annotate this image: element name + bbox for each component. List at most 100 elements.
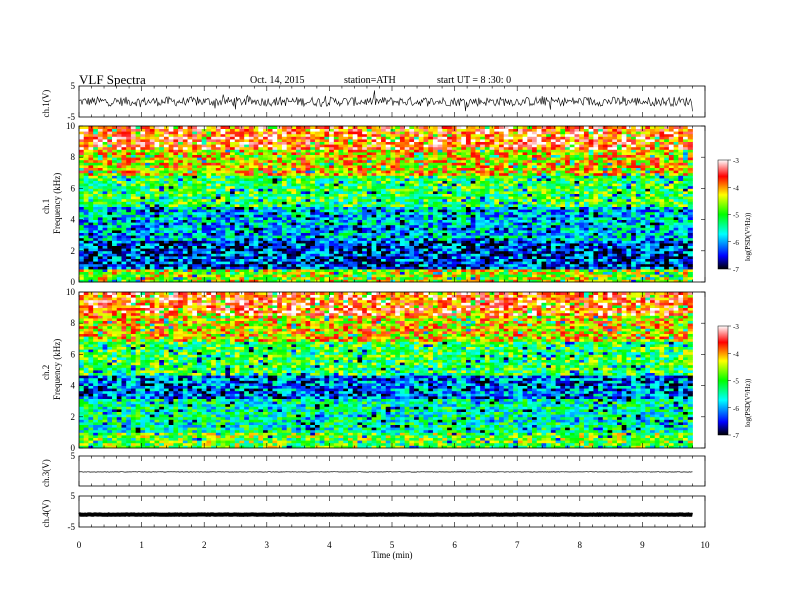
spectrogram-cell (593, 248, 599, 252)
spectrogram-cell (173, 253, 179, 257)
spectrogram-cell (88, 211, 94, 215)
spectrogram-cell (616, 243, 623, 246)
spectrogram-cell (366, 256, 372, 259)
spectrogram-cell (97, 183, 103, 187)
spectrogram-cell (612, 274, 618, 278)
spectrogram-cell (437, 274, 443, 278)
spectrogram-cell (83, 201, 89, 205)
spectrogram-cell (579, 266, 585, 270)
spectrogram-cell (178, 243, 184, 246)
spectrogram-cell (220, 235, 226, 239)
spectrogram-cell (163, 261, 170, 265)
spectrogram-cell (664, 198, 670, 202)
spectrogram-cell (414, 201, 420, 205)
spectrogram-cell (329, 214, 335, 218)
spectrogram-cell (140, 266, 146, 270)
spectrogram-cell (376, 227, 382, 231)
spectrogram-cell (381, 211, 387, 215)
spectrogram-cell (211, 250, 217, 254)
spectrogram-cell (381, 206, 387, 210)
spectrogram-cell (277, 201, 283, 205)
spectrogram-cell (145, 219, 151, 223)
spectrogram-cell (343, 256, 349, 259)
spectrogram-cell (399, 274, 406, 278)
spectrogram-cell (621, 230, 627, 233)
spectrogram-cell (574, 224, 580, 228)
spectrogram-cell (414, 279, 420, 283)
spectrogram-cell (673, 279, 679, 283)
spectrogram-cell (687, 279, 693, 283)
spectrogram-cell (513, 185, 519, 189)
spectrogram-cell (442, 232, 448, 236)
spectrogram-cell (404, 193, 410, 197)
spectrogram-cell (154, 193, 160, 197)
spectrogram-cell (277, 271, 283, 275)
spectrogram-cell (79, 248, 85, 252)
spectrogram-cell (484, 196, 490, 200)
spectrogram-cell (645, 206, 651, 210)
spectrogram-cell (159, 222, 165, 226)
spectrogram-cell (329, 258, 335, 262)
spectrogram-cell (168, 232, 174, 236)
spectrogram-cell (173, 269, 179, 272)
spectrogram-cell (376, 258, 382, 262)
spectrogram-cell (607, 232, 613, 236)
spectrogram-cell (362, 232, 368, 236)
spectrogram-cell (579, 196, 585, 200)
spectrogram-cell (536, 209, 542, 213)
spectrogram-cell (267, 191, 273, 194)
spectrogram-cell (173, 191, 179, 194)
spectrogram-cell (447, 232, 453, 236)
spectrogram-cell (409, 198, 415, 202)
spectrogram-cell (494, 191, 500, 194)
spectrogram-cell (145, 266, 151, 270)
spectrogram-cell (668, 219, 674, 223)
spectrogram-cell (277, 237, 283, 241)
spectrogram-cell (163, 258, 170, 262)
spectrogram-cell (97, 245, 103, 249)
spectrogram-cell (97, 232, 103, 236)
spectrogram-cell (612, 245, 618, 249)
spectrogram-cell (333, 196, 339, 200)
spectrogram-cell (423, 204, 429, 207)
spectrogram-cell (281, 227, 288, 231)
spectrogram-cell (522, 235, 528, 239)
spectrogram-cell (451, 206, 457, 210)
spectrogram-cell (362, 224, 368, 228)
spectrogram-cell (489, 185, 495, 189)
spectrogram-cell (414, 266, 420, 270)
spectrogram-cell (211, 224, 217, 228)
spectrogram-cell (107, 209, 113, 213)
spectrogram-cell (565, 188, 571, 192)
spectrogram-cell (522, 204, 528, 207)
spectrogram-cell (687, 204, 693, 207)
spectrogram-cell (352, 271, 358, 275)
spectrogram-cell (499, 185, 505, 189)
spectrogram-cell (159, 230, 165, 233)
spectrogram-cell (555, 258, 561, 262)
spectrogram-cell (381, 209, 387, 213)
spectrogram-cell (371, 256, 377, 259)
spectrogram-cell (428, 198, 434, 202)
spectrogram-cell (192, 256, 198, 259)
spectrogram-cell (116, 274, 122, 278)
spectrogram-cell (579, 214, 585, 218)
spectrogram-cell (513, 188, 519, 192)
spectrogram-cell (583, 240, 590, 244)
spectrogram-cell (272, 201, 278, 205)
spectrogram-cell (456, 261, 462, 265)
spectrogram-cell (286, 269, 292, 272)
spectrogram-cell (579, 274, 585, 278)
spectrogram-cell (112, 279, 118, 283)
spectrogram-cell (461, 214, 467, 218)
spectrogram-cell (404, 240, 410, 244)
spectrogram-cell (574, 204, 580, 207)
spectrogram-cell (343, 230, 349, 233)
spectrogram-cell (569, 227, 575, 231)
spectrogram-cell (654, 243, 660, 246)
spectrogram-cell (451, 271, 457, 275)
spectrogram-cell (683, 258, 689, 262)
spectrogram-cell (451, 204, 457, 207)
spectrogram-cell (513, 248, 519, 252)
spectrogram-cell (135, 211, 141, 215)
